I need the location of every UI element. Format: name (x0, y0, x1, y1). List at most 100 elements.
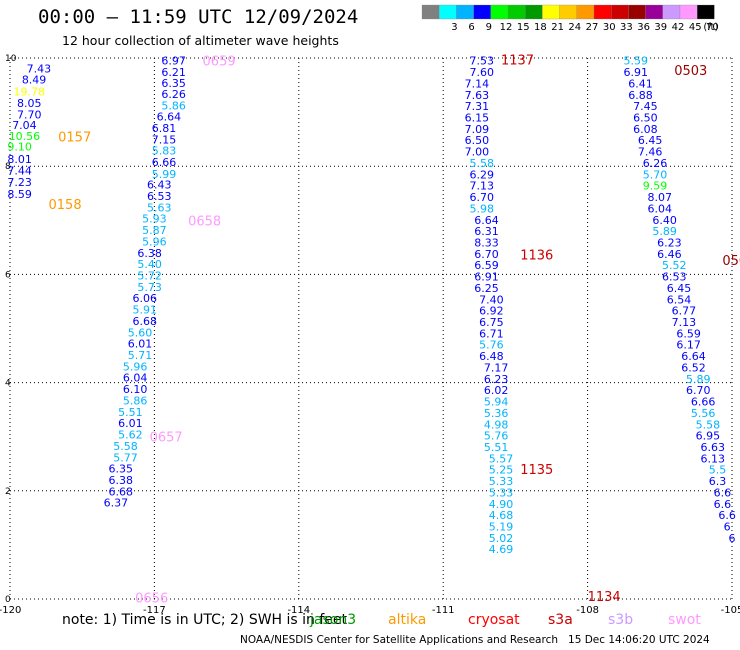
satellite-cryosat: cryosat (468, 612, 520, 628)
wave-height-value: 7.31 (465, 100, 490, 113)
y-tick-label: 8 (5, 162, 11, 172)
wave-height-value: 6.91 (623, 66, 648, 79)
x-tick-label: -105 (721, 605, 740, 616)
wave-height-value: 7.60 (469, 66, 494, 79)
wave-height-value: 6.23 (657, 236, 682, 249)
wave-height-value: 7.14 (465, 77, 490, 90)
wave-height-value: 7.70 (17, 108, 42, 121)
wave-height-value: 7.45 (633, 100, 658, 113)
color-scale-label: 33 (620, 22, 633, 33)
wave-height-value: 7.40 (479, 293, 504, 306)
wave-height-value: 6.38 (137, 247, 162, 260)
wave-height-value: 7.00 (465, 146, 490, 159)
wave-height-value: 5.33 (489, 486, 514, 499)
pass-time-label: 0157 (58, 130, 91, 145)
wave-height-value: 6.48 (479, 350, 504, 363)
wave-height-value: 5.56 (691, 407, 716, 420)
wave-height-value: 5.58 (696, 418, 721, 431)
wave-height-value: 6.59 (474, 259, 499, 272)
wave-height-value: 6.64 (474, 214, 499, 227)
color-scale-label: 21 (551, 22, 564, 33)
wave-height-value: 6.63 (700, 441, 725, 454)
wave-height-value: 6.01 (118, 417, 143, 430)
wave-height-value: 6.75 (479, 316, 504, 329)
wave-height-value: 6.68 (108, 485, 133, 498)
wave-height-value: 6.70 (474, 248, 499, 261)
wave-height-value: 8.07 (648, 191, 673, 204)
color-scale-label: 24 (568, 22, 581, 33)
wave-height-value: 6.92 (479, 305, 504, 318)
color-scale-label: 12 (500, 22, 513, 33)
wave-height-value: 8.59 (7, 188, 32, 201)
x-tick-label: -108 (576, 605, 599, 616)
wave-height-value: 7.23 (7, 176, 32, 189)
wave-height-value: 6.21 (161, 66, 186, 79)
wave-height-value: 6.70 (469, 191, 494, 204)
wave-height-value: 6.29 (469, 168, 494, 181)
satellite-s3b: s3b (608, 612, 634, 628)
wave-height-value: 7.44 (7, 165, 32, 178)
wave-height-value: 6.70 (686, 384, 711, 397)
wave-height-value: 6.45 (638, 134, 663, 147)
page-subtitle: 12 hour collection of altimeter wave hei… (62, 33, 339, 48)
wave-height-value: 10.56 (9, 130, 41, 143)
wave-height-value: 7.43 (27, 62, 52, 75)
wave-height-value: 6.53 (147, 190, 172, 203)
color-scale-label: 27 (586, 22, 599, 33)
wave-height-value: 5.59 (623, 55, 648, 68)
wave-height-value: 6.3 (709, 475, 727, 488)
wave-height-value: 5.51 (118, 406, 143, 419)
footer-credit: NOAA/NESDIS Center for Satellite Applica… (240, 634, 710, 646)
wave-height-value: 6.64 (157, 110, 182, 123)
x-tick-label: -117 (143, 605, 166, 616)
y-tick-label: 6 (5, 270, 11, 280)
color-scale-label: 9 (486, 22, 492, 33)
wave-height-value: 5.62 (118, 429, 143, 442)
wave-height-value: 6.37 (104, 497, 129, 510)
wave-height-value: 5.63 (147, 201, 172, 214)
wave-height-value: 5.72 (137, 269, 162, 282)
wave-height-value: 5.96 (142, 235, 167, 248)
wave-height-value: 6.08 (633, 123, 658, 136)
wave-height-value: 5.98 (469, 202, 494, 215)
pass-time-label: 0658 (188, 214, 221, 229)
wave-height-value: 6.26 (643, 157, 668, 170)
pass-time-label: 0657 (150, 431, 183, 446)
wave-height-value: 5.60 (128, 326, 153, 339)
color-scale-label: 6 (468, 22, 474, 33)
color-scale-unit: (ft) (703, 22, 718, 33)
wave-height-value: 5.86 (123, 394, 148, 407)
wave-height-value: 5.83 (152, 145, 177, 158)
wave-height-value: 5.89 (652, 225, 677, 238)
pass-time-label: 0659 (203, 55, 236, 70)
wave-height-value: 5.93 (142, 213, 167, 226)
wave-height-value: 8.01 (7, 153, 32, 166)
wave-height-value: 8.05 (17, 97, 42, 110)
wave-height-value: 6.45 (667, 282, 692, 295)
color-scale-legend: 3 6 9 12 15 18 21 24 27 30 33 36 39 42 45 70(ft) (421, 4, 719, 33)
wave-height-value: 6.6 (718, 509, 736, 522)
wave-height-value: 6.26 (161, 88, 186, 101)
x-tick-label: -114 (287, 605, 310, 616)
wave-height-value: 5.86 (161, 100, 186, 113)
footer-credit-text: NOAA/NESDIS Center for Satellite Applica… (240, 634, 558, 646)
wave-height-value: 6.04 (123, 372, 148, 385)
wave-height-value: 5.52 (662, 259, 687, 272)
wave-height-value: 7.13 (672, 316, 697, 329)
wave-height-value: 5.70 (643, 168, 668, 181)
y-tick-label: 10 (5, 54, 17, 64)
wave-height-value: 6.50 (465, 134, 490, 147)
wave-height-value: 6 (724, 521, 731, 534)
wave-height-value: 6.64 (681, 350, 706, 363)
wave-height-value: 6.31 (474, 225, 499, 238)
wave-height-value: 5.89 (686, 373, 711, 386)
wave-height-value: 5.19 (489, 521, 514, 534)
wave-height-value: 6.81 (152, 122, 177, 135)
pass-time-label: 0656 (135, 591, 168, 606)
wave-height-value: 6.6 (714, 486, 732, 499)
wave-height-value: 6.35 (161, 77, 186, 90)
wave-height-value: 6.17 (676, 339, 701, 352)
wave-height-value: 5.36 (484, 407, 509, 420)
wave-height-value: 4.68 (489, 509, 514, 522)
